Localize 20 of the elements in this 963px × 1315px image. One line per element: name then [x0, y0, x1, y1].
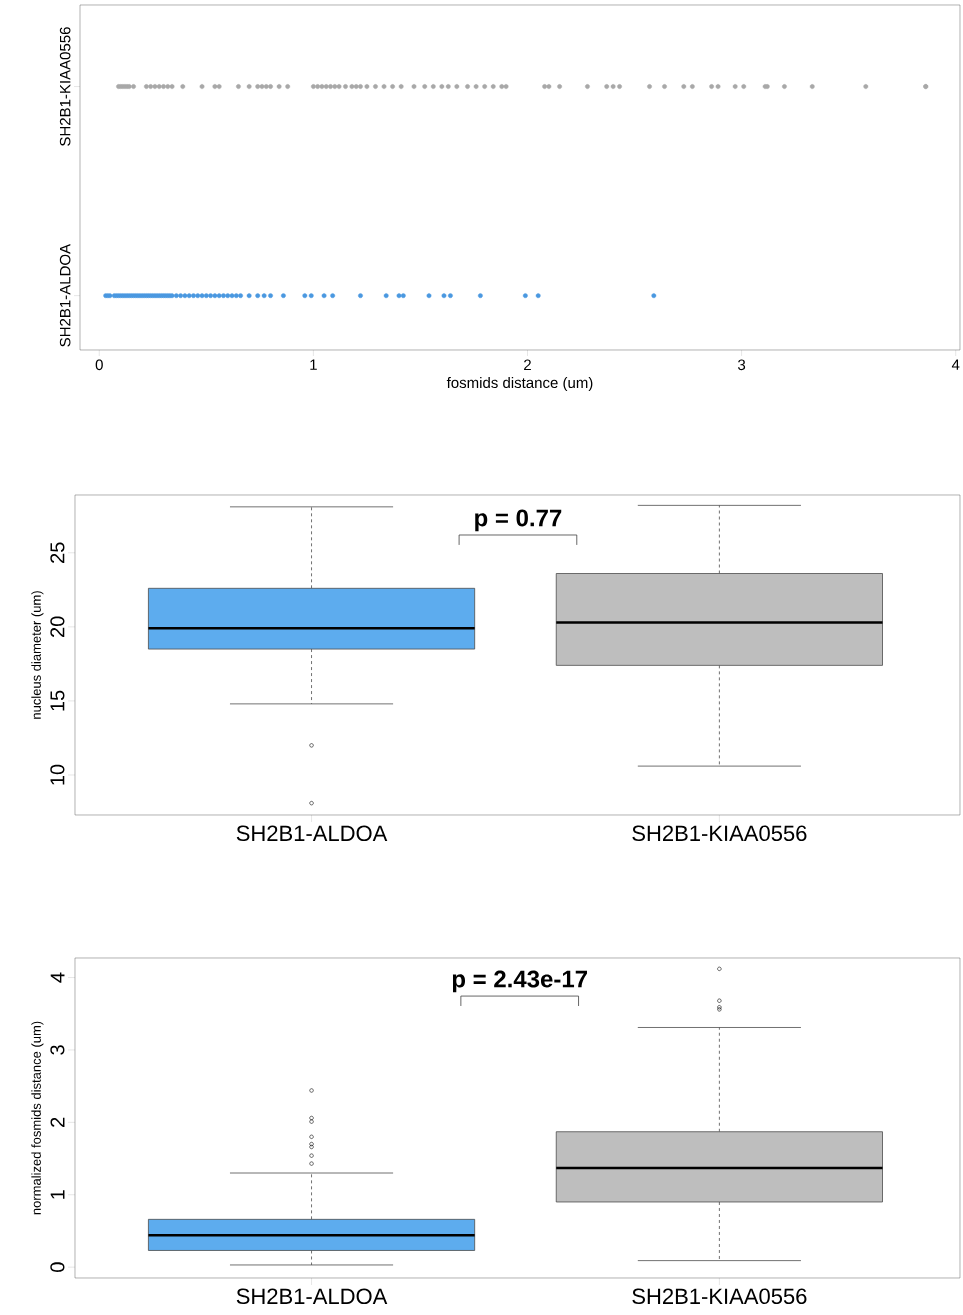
annotation: p = 2.43e-17 — [452, 970, 587, 993]
y-tick-label: 0 — [50, 1262, 65, 1272]
y-tick-label: SH2B1-KIAA0556 — [59, 27, 71, 146]
y-tick-label: 2 — [50, 1117, 65, 1127]
x-tick-label: 1 — [310, 359, 317, 370]
x-tick-label: 0 — [95, 359, 103, 371]
x-tick-label: 3 — [737, 359, 746, 371]
x-tick-label: 4 — [951, 359, 960, 370]
y-tick-label: 15 — [50, 690, 65, 711]
x-axis-title: fosmids distance (um) — [446, 377, 593, 391]
y-axis-title: nucleus diameter (um) — [31, 591, 44, 719]
y-tick-label: 10 — [50, 764, 65, 785]
y-tick-label: 1 — [50, 1190, 65, 1199]
y-tick-label: 3 — [50, 1045, 65, 1055]
y-tick-label: 25 — [50, 542, 65, 563]
x-tick-label: 2 — [523, 359, 531, 370]
y-tick-label: 4 — [50, 972, 65, 983]
y-axis-title: normalized fosmids distance (um) — [31, 1021, 44, 1215]
annotation: p = 0.77 — [475, 509, 562, 532]
y-tick-label: 20 — [50, 616, 65, 637]
